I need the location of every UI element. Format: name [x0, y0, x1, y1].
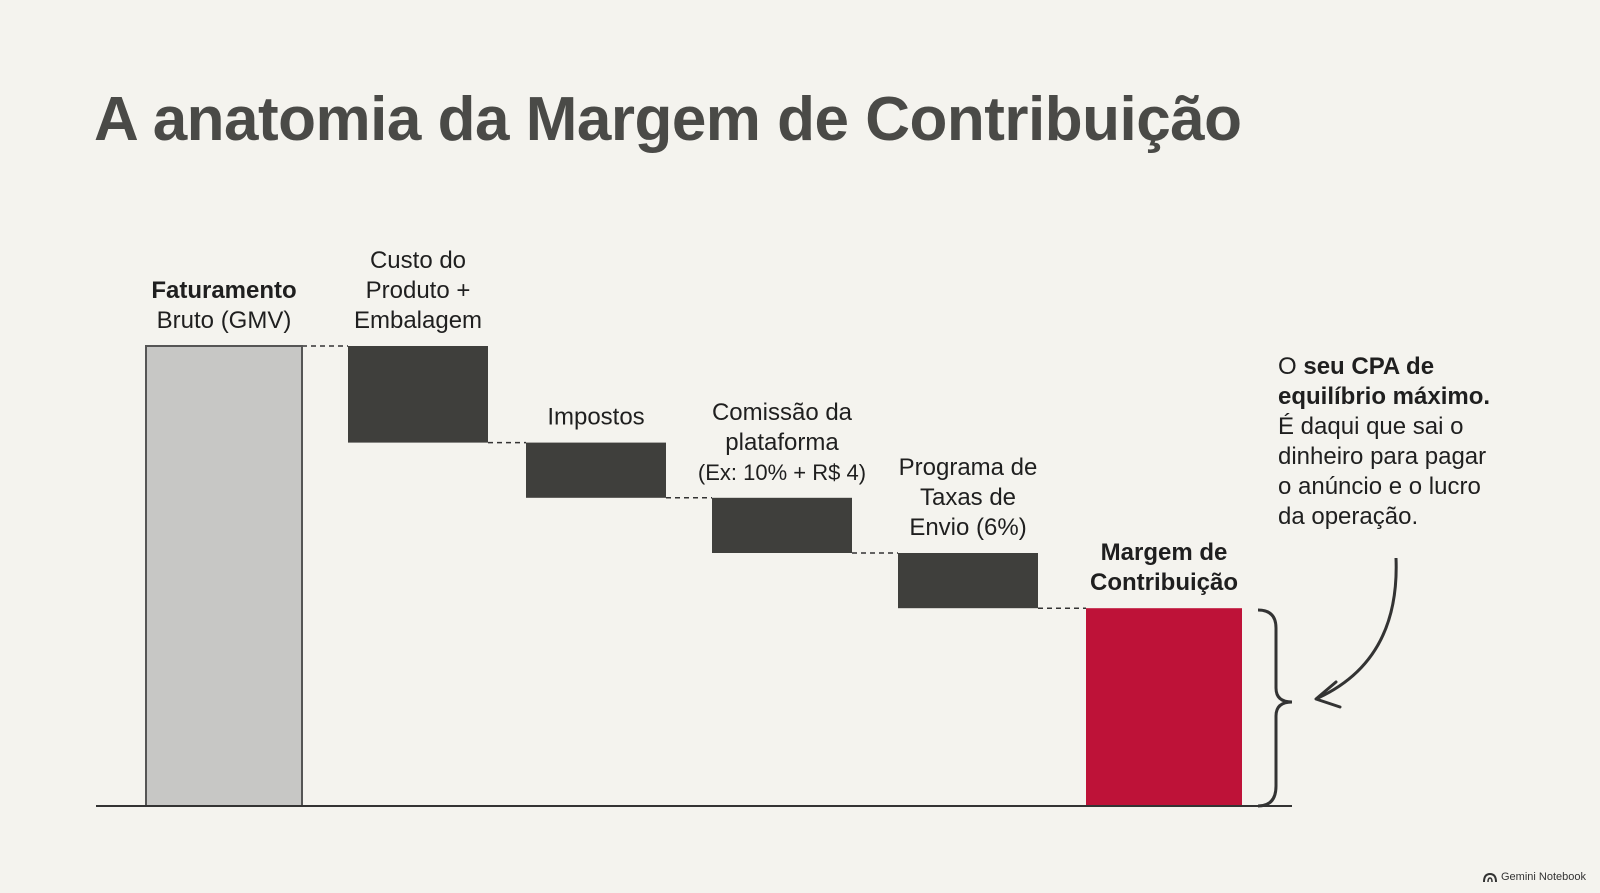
category-label-5: Programa de Taxas de Envio (6%) [899, 454, 1038, 541]
bar-2 [348, 346, 488, 443]
arrow-head-icon [1314, 680, 1342, 709]
callout-line-5: o anúncio e o lucro [1278, 473, 1481, 500]
callout-line-6: da operação. [1278, 503, 1419, 530]
category-label-6: Margem de Contribuição [1090, 539, 1238, 596]
category-label-4: Comissão da plataforma (Ex: 10% + R$ 4) [698, 399, 866, 485]
bar-4 [712, 497, 852, 553]
callout-line-4: dinheiro para pagar [1278, 443, 1487, 470]
page-title: A anatomia da Margem de Contribuição [94, 85, 1242, 154]
bar-6 [1086, 608, 1242, 806]
bar-3 [526, 442, 666, 498]
footer-brand-label: Gemini Notebook [1501, 871, 1586, 883]
footer-brand: Gemini Notebook [1483, 871, 1586, 883]
bar-1 [145, 345, 303, 807]
callout-text: O seu CPA de equilíbrio máximo. É daqui qu… [1278, 352, 1578, 532]
category-label-1: Faturamento Bruto (GMV) [151, 277, 296, 334]
category-labels: Faturamento Bruto (GMV) Custo do Produto + E… [151, 247, 1238, 596]
callout-line-1: O seu CPA de [1278, 353, 1435, 380]
category-label-2: Custo do Produto + Embalagem [354, 247, 482, 334]
curly-brace [1257, 608, 1293, 808]
bar-5 [898, 553, 1038, 609]
category-label-3: Impostos [547, 404, 644, 431]
callout-line-3: É daqui que sai o [1278, 413, 1464, 440]
connector-lines [302, 345, 1086, 609]
callout-arrow [1317, 557, 1398, 700]
bars [145, 345, 1242, 807]
notebook-logo-icon [1483, 872, 1497, 882]
callout-line-2: equilíbrio máximo. [1278, 383, 1491, 410]
